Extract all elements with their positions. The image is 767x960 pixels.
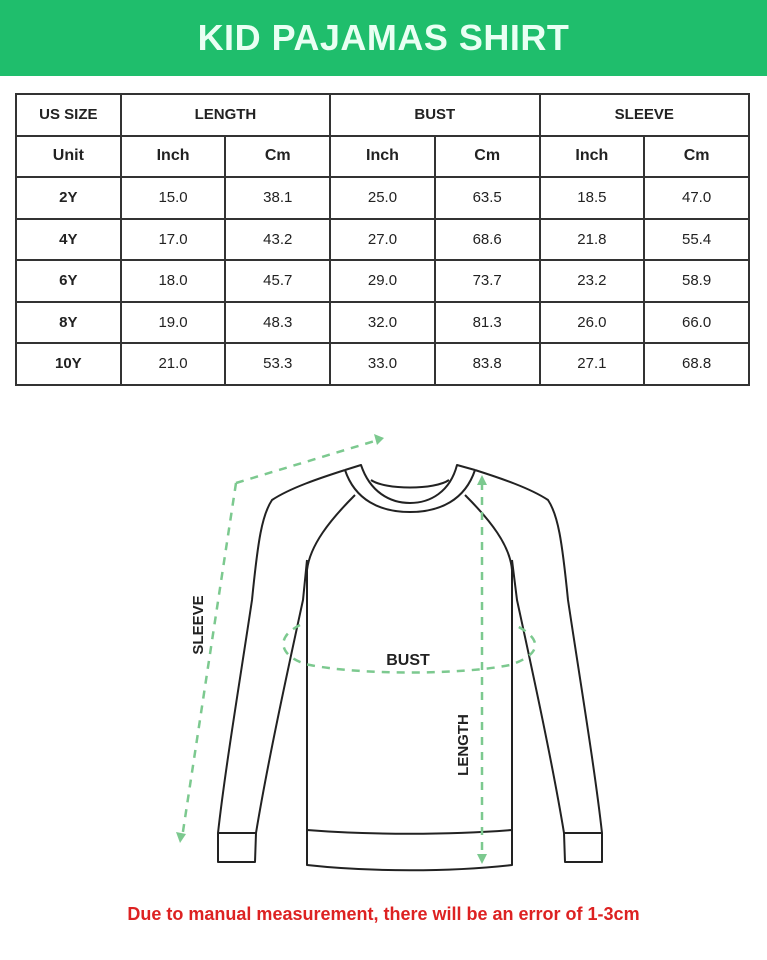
page-title: KID PAJAMAS SHIRT: [197, 17, 570, 58]
title-banner: KID PAJAMAS SHIRT: [0, 0, 767, 76]
value-cell: 33.0: [329, 342, 436, 386]
value-cell: 66.0: [643, 300, 750, 344]
table-row: 2Y 15.0 38.1 25.0 63.5 18.5 47.0: [15, 176, 750, 220]
arrow-icon: [477, 475, 487, 485]
value-cell: 58.9: [643, 259, 750, 303]
value-cell: 19.0: [119, 300, 227, 344]
header-sleeve: SLEEVE: [538, 93, 751, 137]
unit-row: Unit Inch Cm Inch Cm Inch Cm: [15, 134, 750, 178]
unit-cell: Inch: [119, 134, 227, 178]
table-row: 4Y 17.0 43.2 27.0 68.6 21.8 55.4: [15, 217, 750, 261]
bust-label: BUST: [386, 652, 430, 669]
value-cell: 21.0: [119, 342, 227, 386]
unit-cell: Inch: [538, 134, 646, 178]
value-cell: 43.2: [224, 217, 332, 261]
size-cell: 6Y: [15, 259, 122, 303]
sweater-outline: [217, 464, 603, 872]
arrow-icon: [374, 434, 384, 445]
size-cell: 10Y: [15, 342, 122, 386]
value-cell: 53.3: [224, 342, 332, 386]
header-length: LENGTH: [119, 93, 332, 137]
value-cell: 83.8: [433, 342, 541, 386]
value-cell: 29.0: [329, 259, 436, 303]
value-cell: 32.0: [329, 300, 436, 344]
value-cell: 55.4: [643, 217, 750, 261]
value-cell: 15.0: [119, 176, 227, 220]
size-cell: 2Y: [15, 176, 122, 220]
value-cell: 81.3: [433, 300, 541, 344]
size-cell: 8Y: [15, 300, 122, 344]
length-label: LENGTH: [455, 714, 472, 776]
value-cell: 47.0: [643, 176, 750, 220]
unit-cell: Unit: [15, 134, 122, 178]
header-row: US SIZE LENGTH BUST SLEEVE: [15, 93, 751, 137]
value-cell: 26.0: [538, 300, 646, 344]
size-cell: 4Y: [15, 217, 122, 261]
unit-cell: Cm: [643, 134, 750, 178]
value-cell: 18.5: [538, 176, 646, 220]
value-cell: 25.0: [329, 176, 436, 220]
arrow-icon: [477, 854, 487, 864]
value-cell: 73.7: [433, 259, 541, 303]
value-cell: 17.0: [119, 217, 227, 261]
value-cell: 18.0: [119, 259, 227, 303]
table-row: 8Y 19.0 48.3 32.0 81.3 26.0 66.0: [15, 300, 750, 344]
header-us-size: US SIZE: [15, 93, 122, 137]
sleeve-label: SLEEVE: [190, 595, 207, 654]
arrow-icon: [176, 832, 186, 843]
value-cell: 27.0: [329, 217, 436, 261]
table-row: 6Y 18.0 45.7 29.0 73.7 23.2 58.9: [15, 259, 750, 303]
size-table: US SIZE LENGTH BUST SLEEVE Unit Inch Cm …: [15, 93, 751, 386]
value-cell: 68.8: [643, 342, 750, 386]
value-cell: 48.3: [224, 300, 332, 344]
value-cell: 45.7: [224, 259, 332, 303]
bust-measure-line: [282, 623, 537, 674]
unit-cell: Cm: [224, 134, 332, 178]
value-cell: 68.6: [433, 217, 541, 261]
value-cell: 63.5: [433, 176, 541, 220]
value-cell: 21.8: [538, 217, 646, 261]
value-cell: 23.2: [538, 259, 646, 303]
value-cell: 38.1: [224, 176, 332, 220]
unit-cell: Cm: [433, 134, 541, 178]
table-row: 10Y 21.0 53.3 33.0 83.8 27.1 68.8: [15, 342, 750, 386]
header-bust: BUST: [329, 93, 541, 137]
value-cell: 27.1: [538, 342, 646, 386]
measurement-lines: [180, 438, 537, 858]
measurement-note: Due to manual measurement, there will be…: [127, 904, 640, 924]
sleeve-measure-line: [180, 438, 379, 839]
arrow-icons: [176, 434, 487, 864]
unit-cell: Inch: [329, 134, 436, 178]
